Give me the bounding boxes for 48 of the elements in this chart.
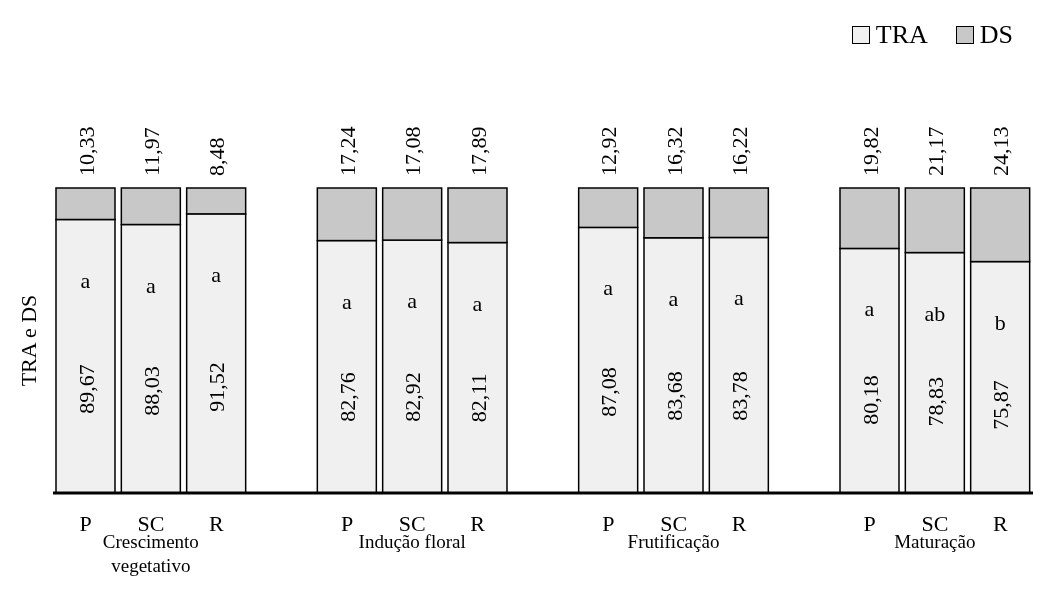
annotation: a (733, 285, 744, 311)
data-label: 88,03 (138, 366, 164, 416)
text: Frutificação (627, 531, 720, 553)
annotation: a (864, 296, 875, 322)
legend-label: DS (978, 20, 1013, 50)
x-tick-label: P (602, 510, 615, 536)
data-label: 10,33 (73, 126, 99, 176)
annotation: a (603, 275, 614, 301)
annotation: a (211, 261, 222, 287)
x-tick-label: R (208, 510, 224, 536)
data-label: 82,11 (465, 373, 491, 423)
data-label: 82,92 (400, 372, 426, 422)
annotation: a (407, 288, 418, 314)
x-tick-label: P (79, 510, 92, 536)
data-label: 91,52 (204, 362, 230, 412)
data-label: 82,76 (334, 372, 360, 422)
data-label: 80,18 (857, 375, 883, 425)
data-label: 16,22 (726, 126, 752, 176)
data-label: 17,89 (465, 126, 491, 176)
annotation: a (472, 290, 483, 316)
data-label: 21,17 (922, 126, 948, 176)
annotation: a (668, 285, 679, 311)
data-label: 17,24 (334, 126, 360, 176)
x-tick-label: P (863, 510, 876, 536)
annotation: a (145, 272, 156, 298)
data-label: 8,48 (204, 137, 230, 176)
data-label: 12,92 (596, 126, 622, 176)
annotation: b (994, 309, 1006, 335)
x-tick-label: P (340, 510, 354, 536)
data-label: 19,82 (857, 126, 883, 176)
annotation: ab (924, 300, 946, 326)
x-tick-label: R (470, 510, 486, 536)
annotation: a (80, 267, 91, 293)
data-label: 16,32 (661, 126, 687, 176)
data-label: 11,97 (138, 127, 164, 176)
data-label: 75,87 (988, 380, 1014, 430)
data-label: 83,68 (661, 371, 687, 421)
x-tick-label: R (731, 510, 747, 536)
y-axis-title: TRA e DS (15, 294, 41, 387)
legend-label: TRA (874, 20, 928, 50)
data-label: 87,08 (596, 367, 622, 417)
data-label: 24,13 (988, 126, 1014, 176)
annotation: a (341, 288, 352, 314)
data-label: 78,83 (922, 376, 948, 427)
data-label: 17,08 (400, 126, 426, 176)
data-label: 89,67 (73, 364, 99, 414)
data-label: 83,78 (726, 371, 752, 421)
x-tick-label: R (992, 510, 1008, 536)
